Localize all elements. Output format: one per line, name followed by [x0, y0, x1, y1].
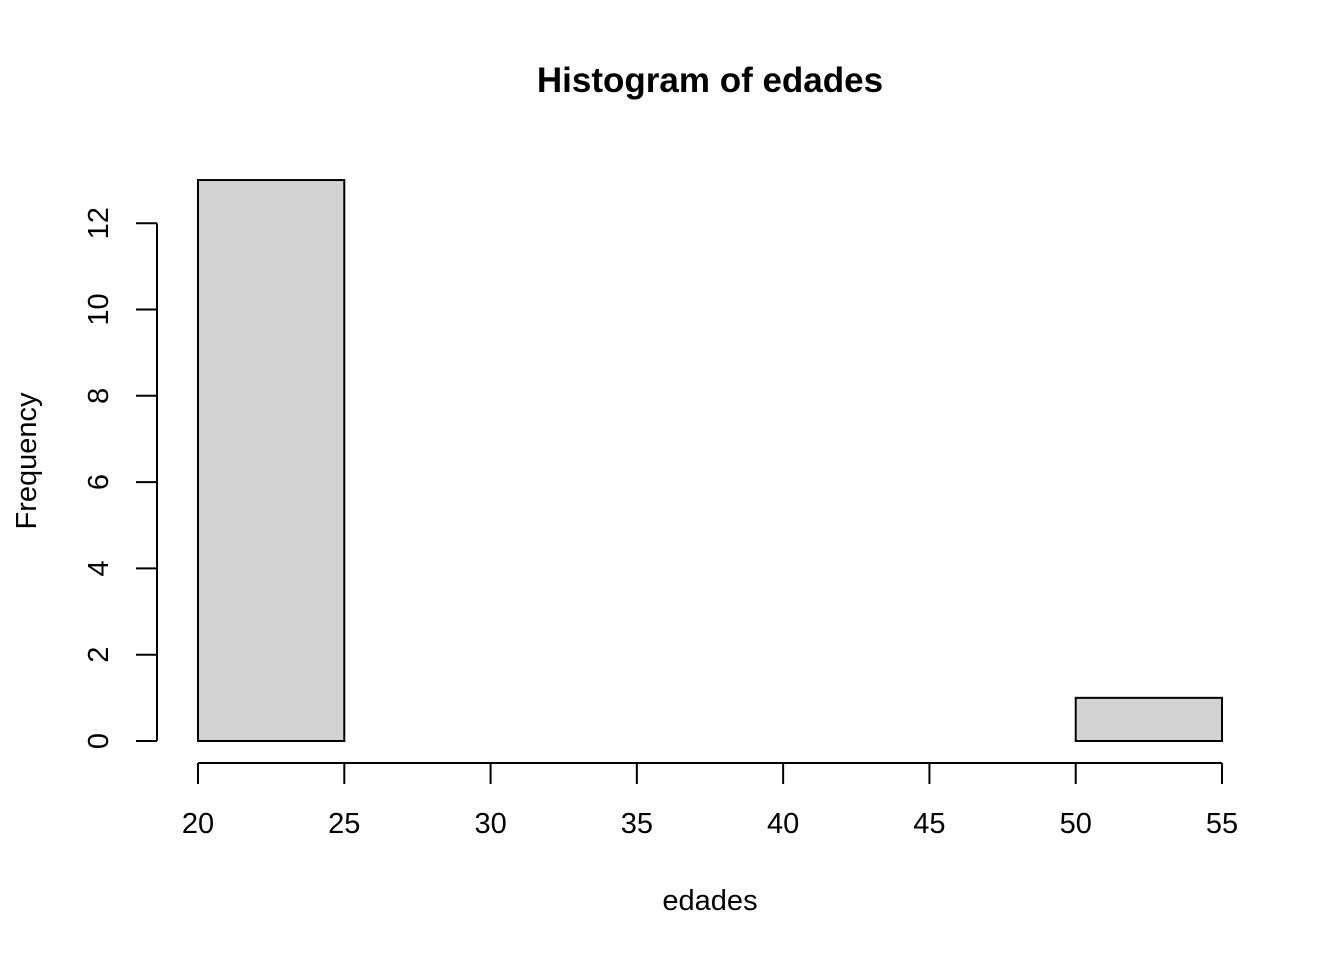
chart-title: Histogram of edades: [537, 61, 883, 100]
y-axis: 0 2 4 6 8 10 12: [83, 207, 158, 749]
x-tick-label: 25: [328, 808, 360, 840]
y-axis-label: Frequency: [11, 392, 43, 530]
y-tick-label: 2: [83, 647, 115, 663]
x-tick-label: 45: [913, 808, 945, 840]
x-axis-label: edades: [662, 885, 757, 917]
y-tick-label: 10: [83, 293, 115, 325]
x-tick-label: 55: [1206, 808, 1238, 840]
y-tick-label: 0: [83, 733, 115, 749]
y-tick-label: 4: [83, 560, 115, 576]
x-tick-label: 20: [182, 808, 214, 840]
x-tick-label: 50: [1060, 808, 1092, 840]
x-tick-label: 35: [621, 808, 653, 840]
histogram-bar: [197, 179, 346, 743]
x-tick-label: 40: [767, 808, 799, 840]
bars-group: [197, 179, 1223, 743]
y-tick-label: 8: [83, 388, 115, 404]
histogram-bar: [1074, 696, 1223, 742]
y-tick-label: 6: [83, 474, 115, 490]
y-tick-label: 12: [83, 207, 115, 239]
x-axis: 20 25 30 35 40 45 50 55: [182, 762, 1238, 840]
x-tick-label: 30: [474, 808, 506, 840]
